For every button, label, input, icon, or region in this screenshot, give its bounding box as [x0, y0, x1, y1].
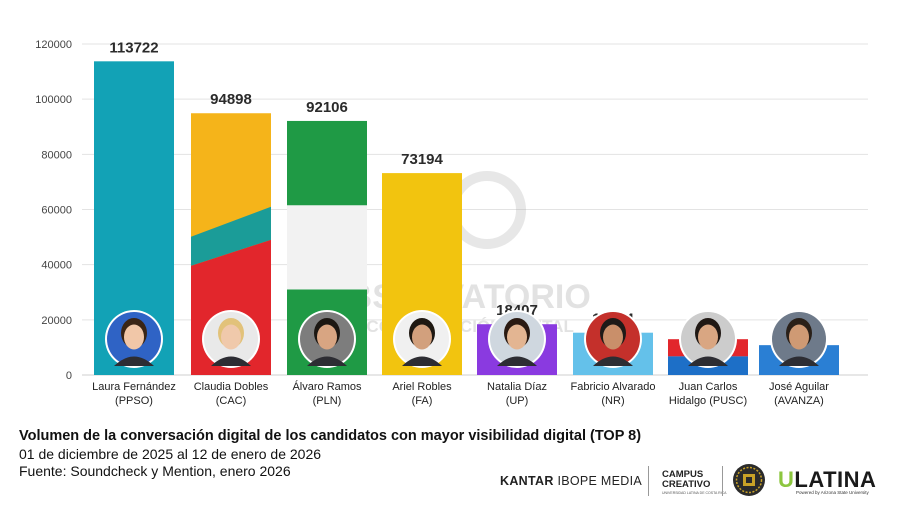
y-tick-label: 0 — [66, 370, 72, 382]
x-tick-label-party: (PPSO) — [115, 395, 153, 407]
kantar-logo: KANTAR IBOPE MEDIA — [500, 474, 642, 488]
logo-divider — [648, 466, 649, 496]
ulatina-logo-u: U — [778, 467, 795, 492]
logos-strip: KANTAR IBOPE MEDIA CAMPUS CREATIVO UNIVE… — [500, 458, 890, 502]
x-tick-label-party: (CAC) — [216, 395, 247, 407]
avatar-face — [789, 324, 809, 350]
x-tick-label-party: (PLN) — [313, 395, 342, 407]
ulatina-logo-rest: LATINA — [794, 467, 877, 492]
avatar-face — [317, 324, 337, 350]
avatar-face — [412, 324, 432, 350]
ulatina-logo-subtitle: Powered by Arizona State University — [796, 490, 869, 495]
x-tick-label-name: Natalia Díaz — [487, 381, 547, 393]
x-tick-label-party: Hidalgo (PUSC) — [669, 395, 747, 407]
avatar-body — [779, 356, 819, 366]
y-tick-label: 120000 — [35, 39, 72, 51]
bar-value-label: 94898 — [210, 91, 252, 108]
bar-chart: 020000400006000080000100000120000OBSERVA… — [35, 39, 868, 407]
avatar-body — [114, 356, 154, 366]
avatar-face — [221, 324, 241, 350]
logo-divider — [722, 466, 723, 496]
avatar-body — [307, 356, 347, 366]
chart-caption-title: Volumen de la conversación digital de lo… — [19, 428, 642, 444]
kantar-logo-bold: KANTAR — [500, 474, 554, 488]
x-tick-label-name: Ariel Robles — [392, 381, 452, 393]
y-tick-label: 40000 — [41, 260, 72, 272]
avatar-face — [603, 324, 623, 350]
avatar-body — [593, 356, 633, 366]
y-tick-label: 60000 — [41, 205, 72, 217]
x-tick-label-name: Juan Carlos — [679, 381, 738, 393]
x-tick-label-name: Claudia Dobles — [194, 381, 269, 393]
bar-segment — [287, 205, 367, 290]
avatar-face — [507, 324, 527, 350]
y-tick-label: 80000 — [41, 149, 72, 161]
avatar-body — [402, 356, 442, 366]
bar-segment — [287, 120, 367, 206]
bar-value-label: 92106 — [306, 99, 348, 116]
x-tick-label-name: José Aguilar — [769, 381, 829, 393]
x-tick-label-name: Laura Fernández — [92, 381, 176, 393]
avatar-body — [497, 356, 537, 366]
bar-segment — [191, 206, 271, 266]
y-tick-label: 100000 — [35, 94, 72, 106]
university-seal-icon — [733, 464, 765, 496]
bar-value-label: 73194 — [401, 151, 443, 168]
chart-caption-source: Fuente: Soundcheck y Mention, enero 2026 — [19, 463, 291, 479]
avatar-body — [688, 356, 728, 366]
chart-caption-period: 01 de diciembre de 2025 al 12 de enero d… — [19, 446, 322, 462]
campus-logo-line1: CAMPUS — [662, 469, 704, 480]
x-tick-label-party: (UP) — [506, 395, 529, 407]
x-tick-label-name: Fabricio Alvarado — [571, 381, 656, 393]
avatar-face — [124, 324, 144, 350]
avatar-face — [698, 324, 718, 350]
x-tick-label-party: (AVANZA) — [774, 395, 824, 407]
campus-logo-line2: CREATIVO — [662, 479, 711, 490]
x-tick-label-name: Álvaro Ramos — [292, 380, 362, 393]
campus-creativo-logo: CAMPUS CREATIVO — [662, 470, 710, 490]
avatar-body — [211, 356, 251, 366]
x-tick-label-party: (FA) — [412, 395, 433, 407]
bar-value-label: 113722 — [109, 39, 158, 56]
y-tick-label: 20000 — [41, 315, 72, 327]
kantar-logo-rest: IBOPE MEDIA — [557, 474, 643, 488]
ulatina-logo: ULATINA — [778, 467, 876, 493]
campus-logo-subtitle: UNIVERSIDAD LATINA DE COSTA RICA — [662, 491, 727, 495]
x-tick-label-party: (NR) — [601, 395, 624, 407]
